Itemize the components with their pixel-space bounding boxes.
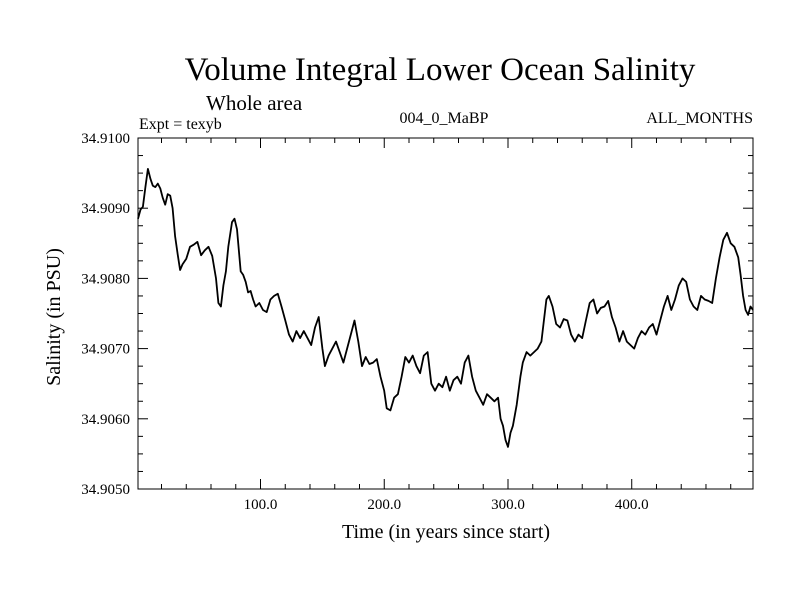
x-axis-label: Time (in years since start): [342, 521, 550, 543]
chart-title: Volume Integral Lower Ocean Salinity: [185, 52, 696, 88]
plot-area: [137, 137, 754, 490]
x-tick-label: 400.0: [615, 497, 649, 513]
salinity-series-line: [137, 168, 754, 448]
y-tick-label: 34.9100: [81, 131, 130, 147]
experiment-label: Expt = texyb: [139, 116, 222, 133]
months-label: ALL_MONTHS: [646, 110, 753, 127]
y-tick-label: 34.9050: [81, 482, 130, 498]
x-tick-label: 100.0: [244, 497, 278, 513]
x-tick-label: 300.0: [491, 497, 525, 513]
y-tick-label: 34.9060: [81, 412, 130, 428]
plot-frame: [137, 137, 754, 490]
y-axis-label: Salinity (in PSU): [43, 248, 65, 386]
y-tick-label: 34.9080: [81, 271, 130, 287]
y-tick-label: 34.9070: [81, 342, 130, 358]
run-label: 004_0_MaBP: [400, 110, 489, 127]
y-axis: 34.9050 34.9060 34.9070 34.9080 34.9090 34.91…: [81, 131, 753, 498]
x-tick-label: 200.0: [367, 497, 401, 513]
y-tick-label: 34.9090: [81, 201, 130, 217]
chart-subtitle: Whole area: [206, 91, 303, 115]
x-axis: 100.0 200.0 300.0 400.0: [161, 138, 732, 513]
